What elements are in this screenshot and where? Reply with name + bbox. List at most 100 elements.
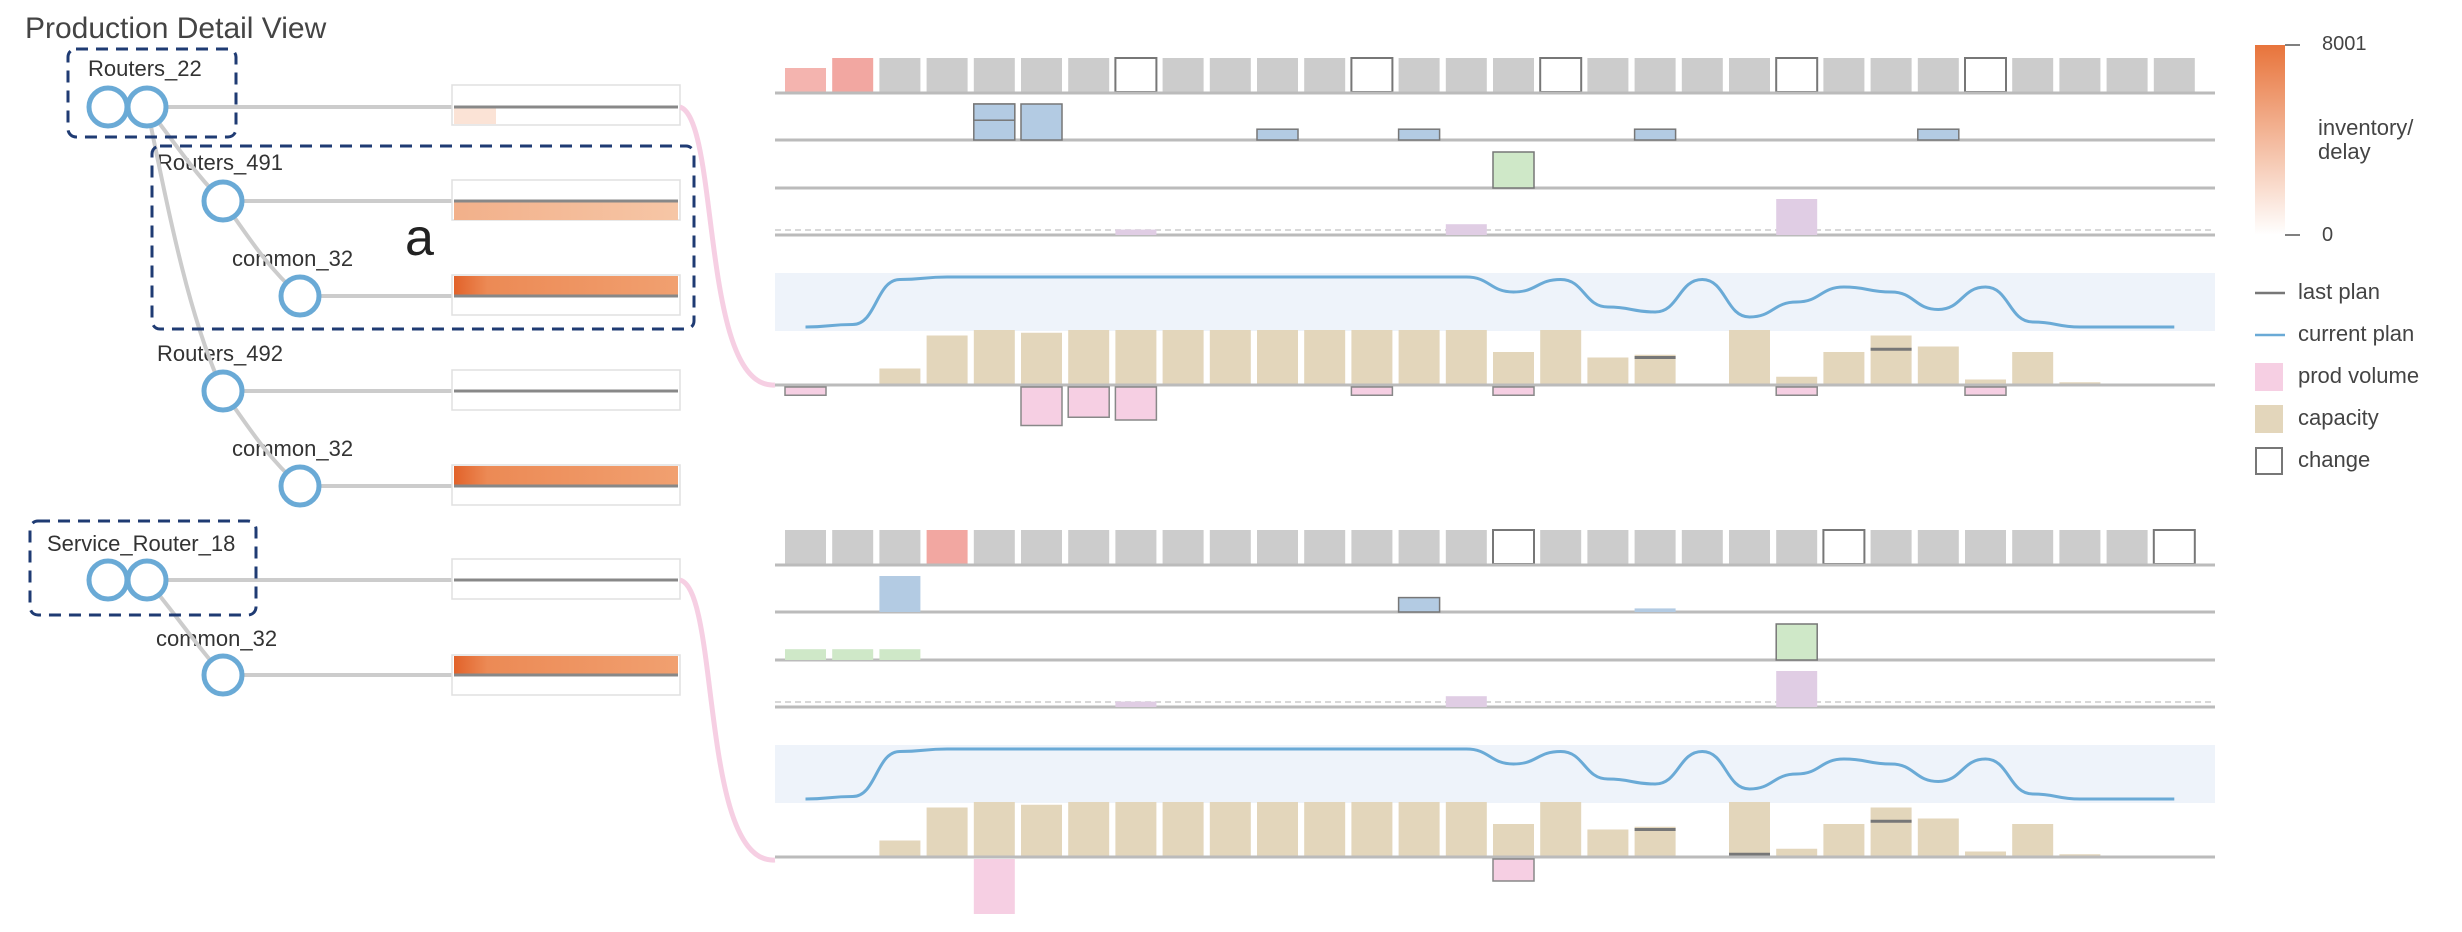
- legend-swatch-capacity: [2255, 405, 2283, 433]
- status-cell: [1304, 58, 1346, 92]
- tree-node-service-router-18-b[interactable]: [125, 558, 169, 602]
- capacity-bar: [1209, 802, 1251, 857]
- prod-volume-bar: [1020, 386, 1063, 427]
- capacity-bar: [1870, 335, 1912, 385]
- colorbar-title: delay: [2318, 139, 2371, 164]
- tree-node-routers-22-a[interactable]: [86, 85, 130, 129]
- prod-volume-bar: [1492, 858, 1535, 882]
- status-cell: [2012, 58, 2054, 92]
- capacity-bar: [1068, 330, 1110, 385]
- status-cell: [1964, 57, 2007, 93]
- selection-box-routers-491[interactable]: [150, 144, 696, 331]
- tree-node-routers-22-b[interactable]: [125, 85, 169, 129]
- status-cell: [1162, 530, 1204, 564]
- capacity-bar: [1021, 804, 1062, 857]
- status-cell: [2059, 58, 2101, 92]
- status-cell: [785, 68, 826, 92]
- bump-mark: [1445, 696, 1487, 707]
- tree-node-label-service-router-18: Service_Router_18: [47, 531, 236, 556]
- bump-mark: [1917, 128, 1960, 141]
- inventory-strip-fill: [454, 656, 678, 676]
- capacity-bar: [1917, 346, 1959, 385]
- status-cell: [1492, 529, 1535, 565]
- capacity-bar: [1823, 824, 1865, 857]
- bump-mark: [879, 649, 921, 660]
- legend-label-capacity: capacity: [2298, 405, 2379, 430]
- status-cell: [973, 530, 1015, 564]
- status-cell: [1917, 58, 1959, 92]
- prod-volume-bar: [1775, 386, 1818, 396]
- capacity-bar: [1068, 802, 1110, 857]
- tree-node-routers-491[interactable]: [201, 179, 245, 223]
- status-cell: [785, 530, 826, 564]
- current-plan-line: [805, 275, 2175, 329]
- bump-mark: [1775, 623, 1818, 661]
- status-cell: [1681, 58, 1723, 92]
- bump-mark: [1634, 608, 1676, 612]
- plan-band: [775, 745, 2215, 803]
- status-cell: [2106, 58, 2148, 92]
- capacity-bar: [1540, 330, 1582, 385]
- selection-box-routers-22[interactable]: [66, 47, 238, 139]
- legend-swatch-change: [2255, 447, 2283, 475]
- current-plan-line: [805, 747, 2175, 801]
- status-cell: [1870, 58, 1912, 92]
- page-title: Production Detail View: [25, 12, 327, 45]
- status-cell: [1965, 530, 2006, 564]
- inventory-strips: [451, 84, 681, 696]
- colorbar: [2255, 45, 2285, 235]
- tree-node-routers-492[interactable]: [201, 369, 245, 413]
- status-cell: [832, 58, 874, 92]
- prod-volume-bar: [784, 386, 827, 396]
- capacity-bar: [1115, 330, 1157, 385]
- prod-volume-bar: [973, 859, 1015, 914]
- tree-node-common-32[interactable]: [278, 274, 322, 318]
- detail-connector-service-router-18: [678, 577, 776, 863]
- status-cell: [1634, 58, 1676, 92]
- bump-mark: [1256, 128, 1299, 141]
- selection-box-service-router-18[interactable]: [28, 519, 258, 617]
- status-cell: [1209, 58, 1251, 92]
- capacity-bar: [1634, 354, 1676, 385]
- colorbar-max-label: 8001: [2322, 33, 2367, 55]
- capacity-bar: [1965, 379, 2006, 385]
- colorbar-title: inventory/: [2318, 115, 2414, 140]
- status-cell: [1115, 530, 1157, 564]
- status-cell: [2106, 530, 2148, 564]
- bump-mark: [1776, 671, 1818, 707]
- status-cell: [879, 530, 921, 564]
- tree-link: [145, 106, 225, 392]
- bump-mark: [879, 576, 921, 612]
- tree-node-service-router-18-a[interactable]: [86, 558, 130, 602]
- capacity-bar: [1776, 848, 1818, 857]
- capacity-bar: [879, 840, 921, 857]
- bump-mark: [1397, 128, 1441, 141]
- status-cell: [1540, 530, 1582, 564]
- legend-label-prod-volume: prod volume: [2298, 363, 2420, 388]
- status-cell: [973, 58, 1015, 92]
- inventory-strip-fill: [454, 108, 496, 124]
- status-cell: [1917, 530, 1959, 564]
- tree-node-label-common-32: common_32: [156, 626, 278, 651]
- status-cell: [1021, 58, 1062, 92]
- capacity-bar: [1162, 802, 1204, 857]
- capacity-bar: [1398, 802, 1440, 857]
- status-cell: [1823, 58, 1865, 92]
- tree-node-common-32[interactable]: [278, 464, 322, 508]
- tree-node-common-32[interactable]: [201, 653, 245, 697]
- bump-mark: [1115, 701, 1157, 707]
- status-cell: [1539, 57, 1583, 93]
- capacity-bar: [1115, 802, 1157, 857]
- bump-mark: [973, 103, 1016, 121]
- status-cell: [1776, 530, 1818, 564]
- prod-volume-bar: [1067, 386, 1110, 418]
- capacity-bar: [1587, 829, 1629, 857]
- capacity-bar: [1304, 330, 1346, 385]
- status-cell: [1587, 58, 1629, 92]
- capacity-bar: [1823, 352, 1865, 385]
- status-cell: [1350, 57, 1394, 93]
- capacity-bar: [973, 802, 1015, 857]
- capacity-bar: [1493, 824, 1534, 857]
- tree-node-label-routers-491: Routers_491: [157, 150, 283, 175]
